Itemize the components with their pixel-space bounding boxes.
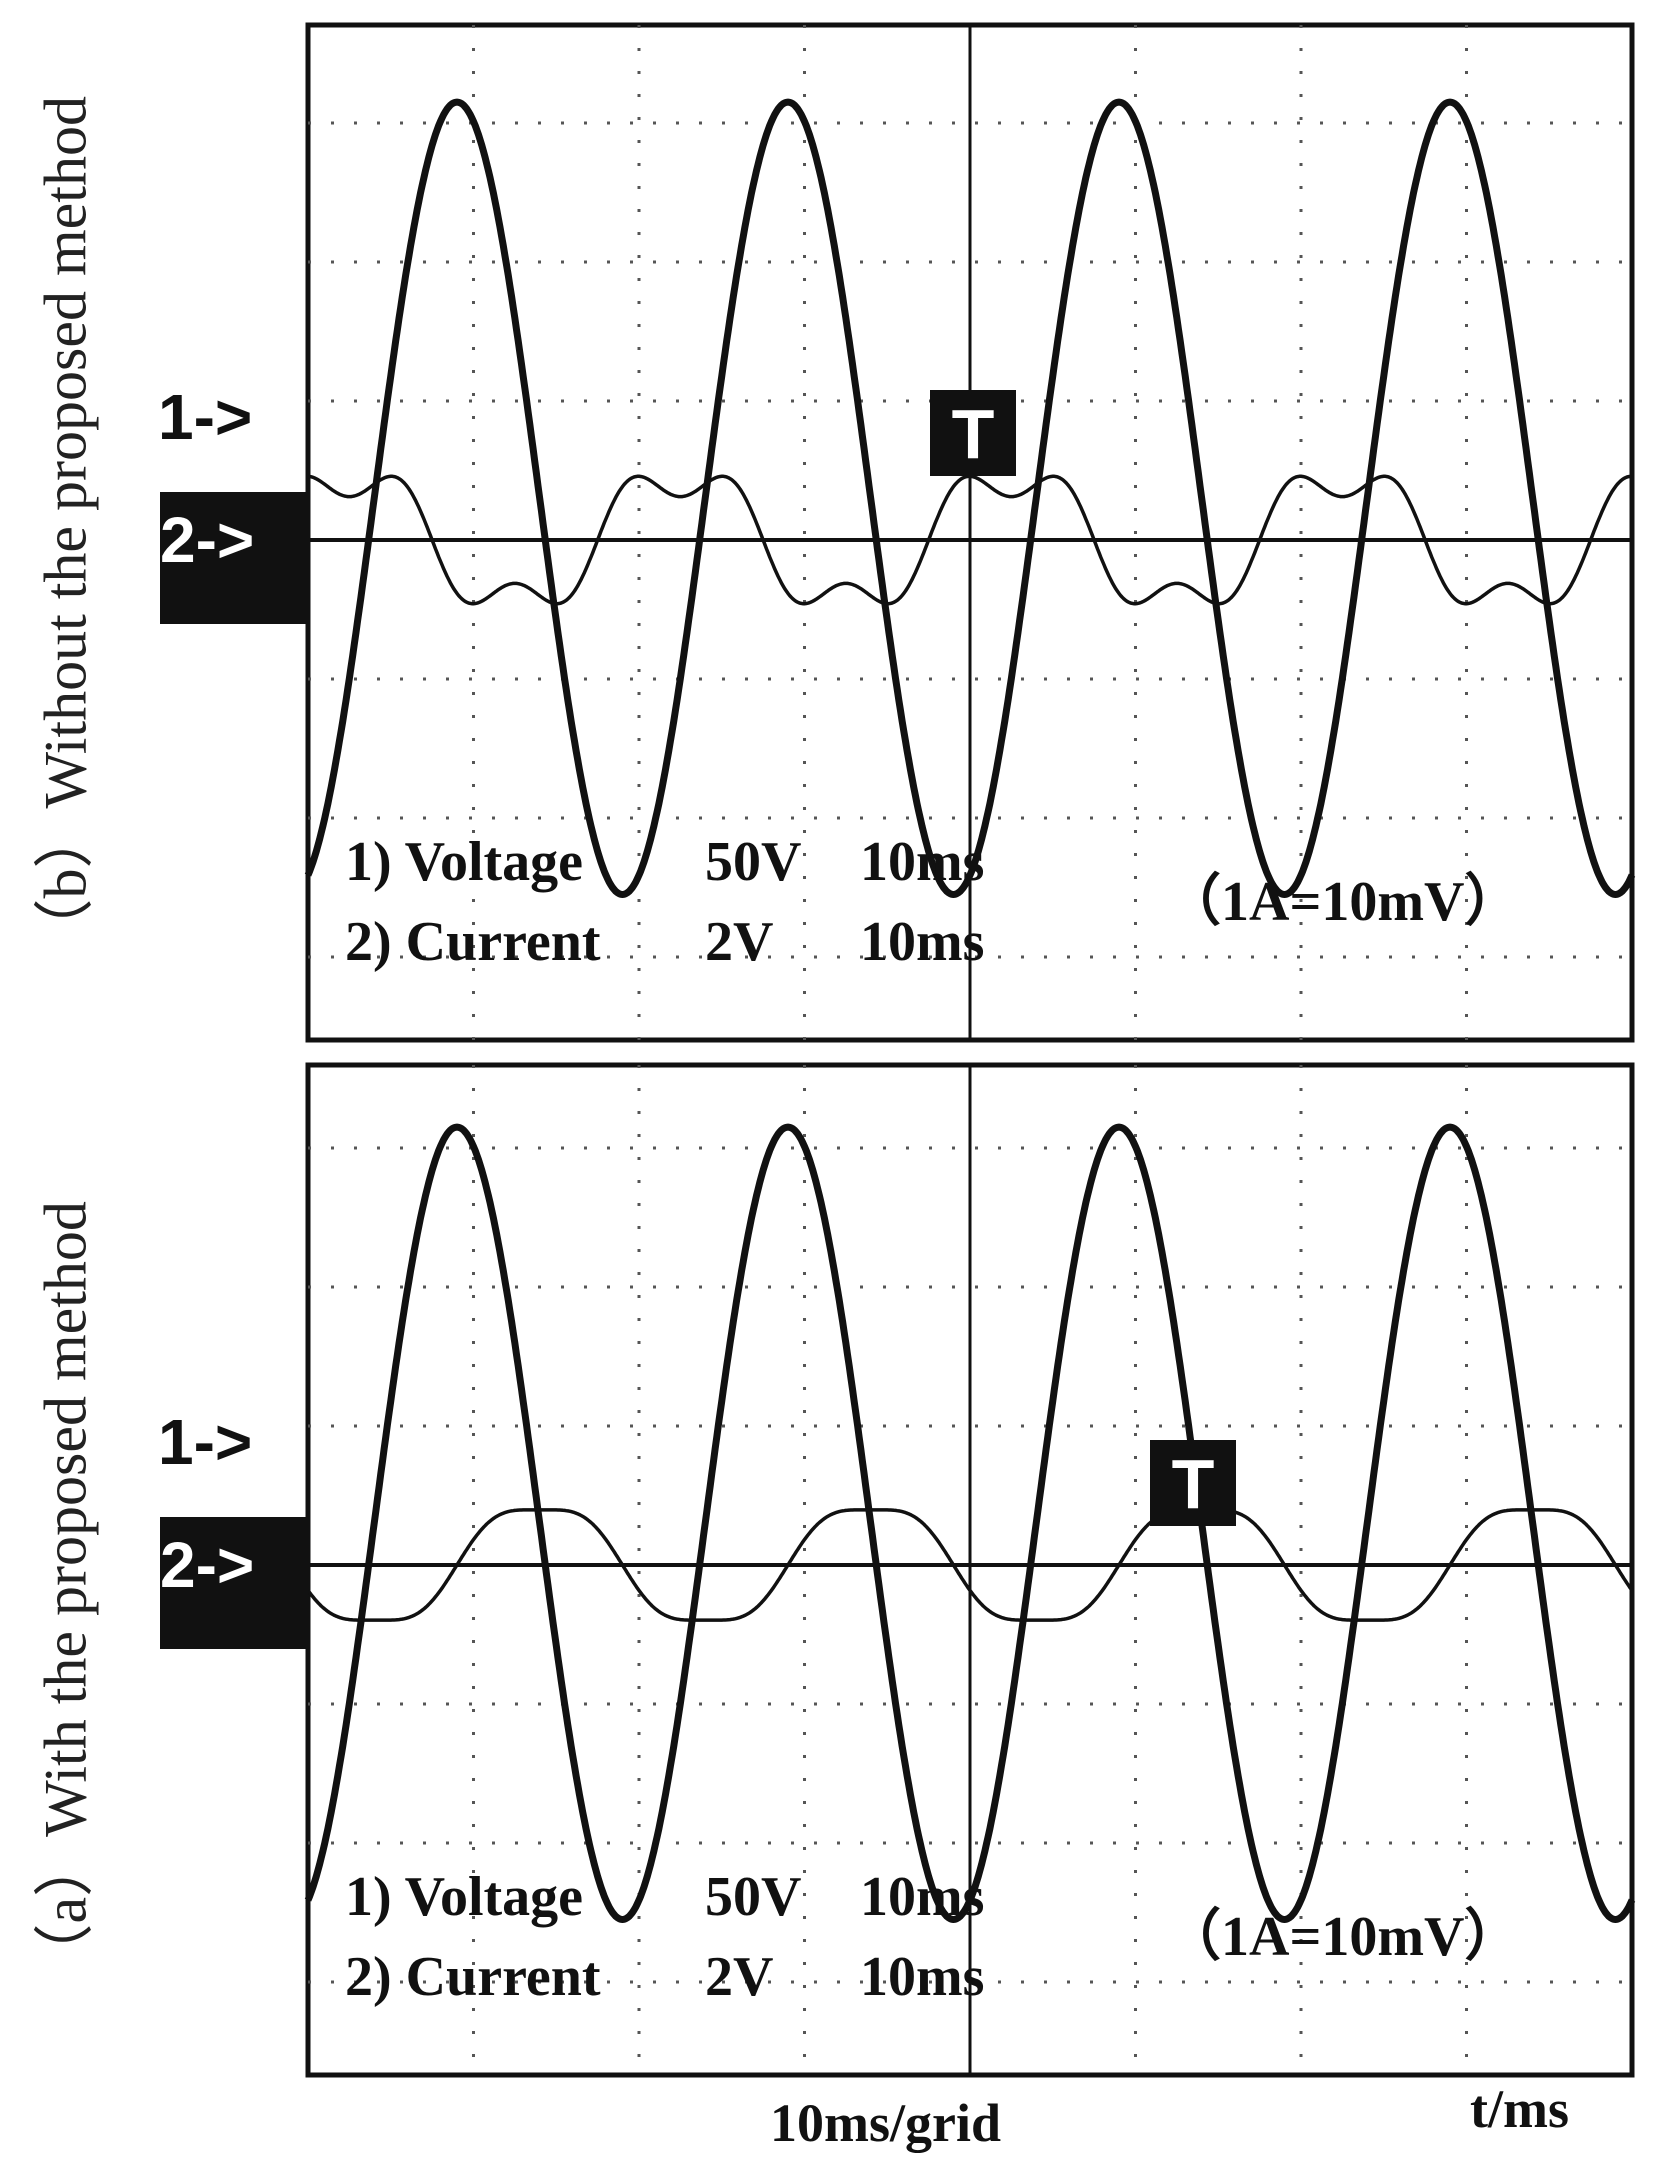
- calibration-note: （1A=10mV）: [1165, 870, 1520, 933]
- voltage-trace: [304, 1123, 1636, 1923]
- current-trace: [307, 474, 1633, 606]
- trigger-box: [930, 390, 1016, 476]
- channel-2-marker: 2->: [160, 504, 254, 576]
- voltage-legend-name: 1) Voltage: [345, 1866, 583, 1928]
- voltage-trace: [304, 98, 1636, 898]
- channel-1-marker: 1->: [158, 381, 252, 453]
- voltage-legend-name: 1) Voltage: [345, 831, 583, 893]
- current-legend-timebase: 10ms: [860, 911, 984, 973]
- channel-2-marker-box: [160, 1517, 308, 1649]
- current-legend-name: 2) Current: [345, 911, 601, 973]
- current-trace: [306, 1508, 1634, 1622]
- current-legend-name: 2) Current: [345, 1946, 601, 2008]
- channel-2-marker: 2->: [160, 1529, 254, 1601]
- current-legend-scale: 2V: [705, 911, 773, 973]
- voltage-legend-timebase: 10ms: [860, 831, 984, 893]
- x-axis-scale-note: 10ms/grid: [770, 2093, 1002, 2153]
- x-axis-label: t/ms: [1470, 2079, 1569, 2139]
- scope-panel-0: 1-> 2-> T 1) Voltage 50V 10ms 2) Current 2V 10ms…: [158, 22, 1636, 1043]
- current-legend-timebase: 10ms: [860, 1946, 984, 2008]
- voltage-legend-timebase: 10ms: [860, 1866, 984, 1928]
- channel-1-marker: 1->: [158, 1406, 252, 1478]
- trigger-label: T: [1172, 1445, 1215, 1523]
- scope-panel-1: 1-> 2-> T 1) Voltage 50V 10ms 2) Current 2V 10ms…: [158, 1062, 1636, 2078]
- voltage-legend-scale: 50V: [705, 831, 801, 893]
- trigger-label: T: [952, 395, 995, 473]
- calibration-note: （1A=10mV）: [1165, 1905, 1520, 1968]
- panel-b-label: （b）Without the proposed method: [32, 96, 99, 959]
- panel-a-label: （a）With the proposed method: [32, 1201, 99, 1984]
- voltage-legend-scale: 50V: [705, 1866, 801, 1928]
- trigger-box: [1150, 1440, 1236, 1526]
- current-legend-scale: 2V: [705, 1946, 773, 2008]
- channel-2-marker-box: [160, 492, 308, 624]
